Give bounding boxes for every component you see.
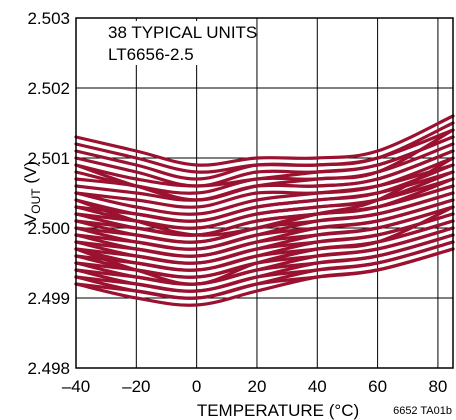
annotation-units: 38 TYPICAL UNITS	[108, 23, 257, 42]
x-tick-label: 20	[247, 377, 266, 396]
series-line-37	[74, 205, 455, 286]
x-axis-title: TEMPERATURE (°C)	[197, 401, 359, 420]
series-group	[74, 114, 455, 307]
series-line-36	[74, 156, 455, 237]
y-tick-label: 2.499	[27, 289, 70, 308]
x-tick-label: –20	[122, 377, 150, 396]
x-tick-label: –40	[62, 377, 90, 396]
x-tick-label: 80	[428, 377, 447, 396]
y-tick-label: 2.500	[27, 219, 70, 238]
x-tick-label: 40	[308, 377, 327, 396]
series-line-12	[74, 170, 455, 223]
series-line-35	[74, 247, 455, 307]
y-tick-label: 2.498	[27, 359, 70, 378]
y-tick-label: 2.502	[27, 79, 70, 98]
y-axis-title-main: V	[21, 213, 40, 225]
figure-code: 6652 TA01b	[393, 405, 452, 417]
y-tick-label: 2.501	[27, 149, 70, 168]
y-axis-title: VOUT (V)	[21, 161, 43, 225]
y-axis-title-subscript: OUT	[29, 188, 43, 214]
plot-frame	[75, 17, 454, 369]
series-line-3	[74, 128, 455, 181]
tick-labels: –40 –20 0 20 40 60 80 2.498 2.499 2.500 2.501 2.502…	[27, 9, 447, 396]
y-tick-label: 2.503	[27, 9, 70, 28]
annotation-background	[104, 21, 244, 65]
x-tick-label: 60	[368, 377, 387, 396]
annotation-part-number: LT6656-2.5	[108, 45, 194, 64]
x-tick-label: 0	[192, 377, 201, 396]
series-line-38	[74, 128, 455, 202]
y-axis-title-unit: (V)	[21, 161, 40, 188]
series-line-1	[74, 114, 455, 167]
series-line-10	[74, 163, 455, 216]
